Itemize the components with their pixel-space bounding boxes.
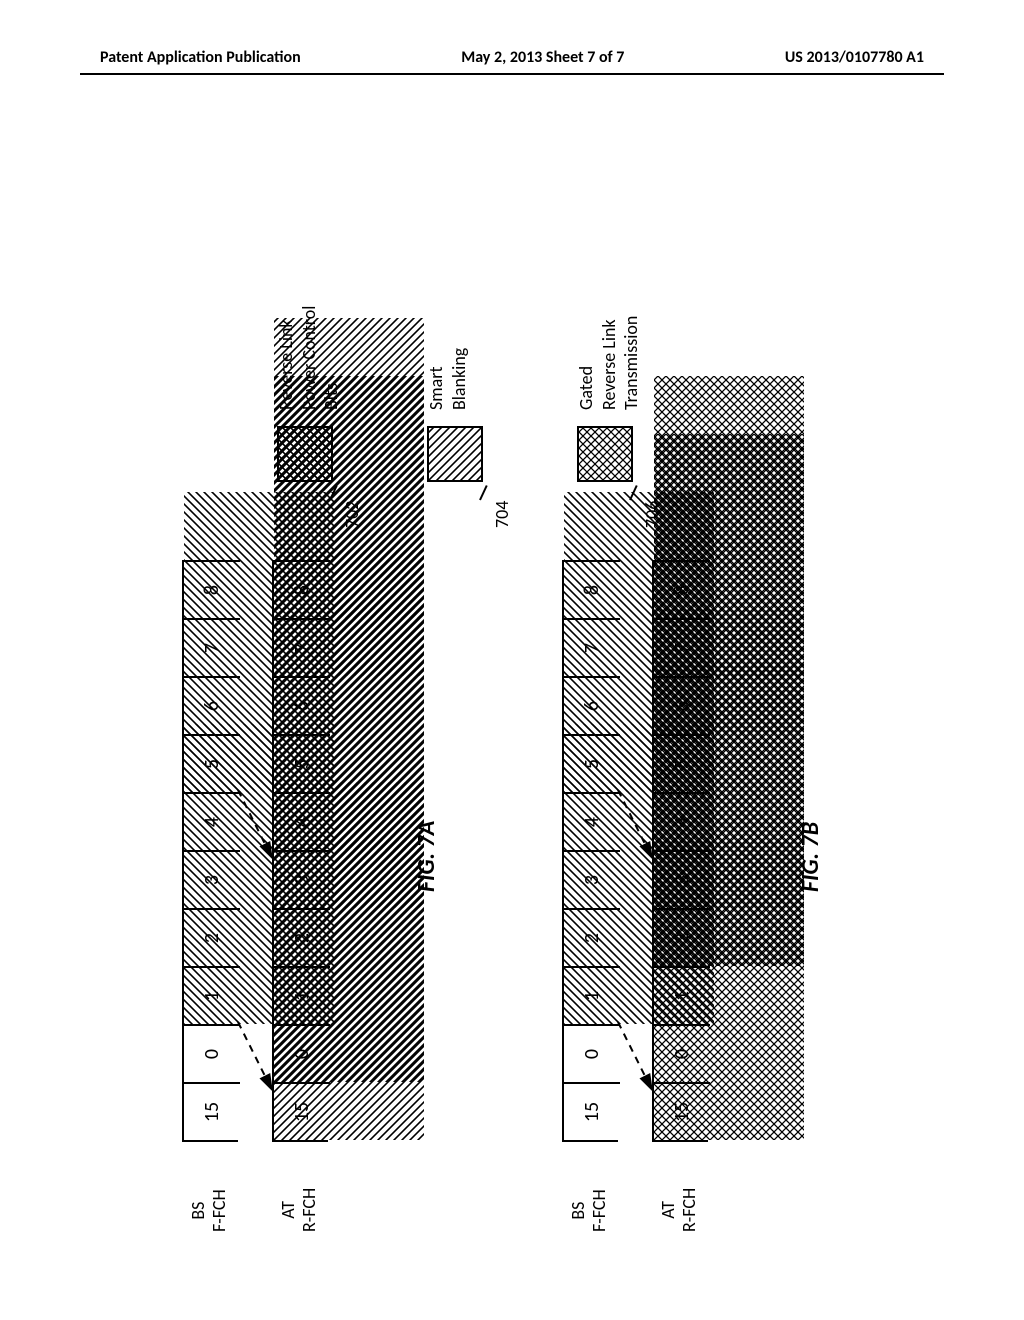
at-r-fch-7b-cell-0-value: 0 [670, 1049, 694, 1059]
at-r-fch-7b-cell-15-value: 15 [670, 1102, 694, 1122]
at-r-fch-7b-cell-8-value: 8 [670, 585, 694, 595]
at-r-fch-7b-cell-3: 3 [654, 850, 710, 908]
bs-f-fch-7b-strip: 15 0 1 2 3 4 5 6 7 8 [562, 560, 618, 1142]
at-r-fch-7b-cell-15: 15 [654, 1082, 710, 1140]
header-right: US 2013/0107780 A1 [785, 48, 924, 67]
bs-f-fch-7b-cell-5-value: 5 [580, 759, 604, 769]
bs-f-fch-7b-cell-4-value: 4 [580, 817, 604, 827]
at-r-fch-7a-cell-6-value: 6 [290, 701, 314, 711]
header-left: Patent Application Publication [100, 48, 301, 67]
bs-f-fch-7b-cell-2-value: 2 [580, 933, 604, 943]
at-r-fch-7a-cell-7-value: 7 [290, 643, 314, 653]
legend-label-704: Smart Blanking [425, 348, 470, 410]
legend-leader-704 [469, 478, 493, 500]
bs-f-fch-7b-cell-5: 5 [564, 734, 620, 792]
at-r-fch-7b-cell-7-value: 7 [670, 643, 694, 653]
at-r-fch-7a-cell-15-value: 15 [290, 1102, 314, 1122]
patent-header: Patent Application Publication May 2, 20… [0, 48, 1024, 75]
bs-f-fch-7a-label: BS F-FCH [188, 1189, 229, 1232]
bs-f-fch-7a-cell-0: 0 [184, 1024, 240, 1082]
bs-f-fch-7b-cell-15: 15 [564, 1082, 620, 1140]
cell-fill-gated [654, 376, 804, 676]
at-r-fch-7a-cell-3: 3 [274, 850, 330, 908]
bs-f-fch-7b-cell-1-value: 1 [580, 991, 604, 1001]
bs-f-fch-7b-cell-1: 1 [564, 966, 620, 1024]
patent-header-row: Patent Application Publication May 2, 20… [0, 48, 1024, 67]
bs-f-fch-7a-cell-0-value: 0 [200, 1049, 224, 1059]
bs-f-fch-7b-cell-8-value: 8 [580, 585, 604, 595]
bs-f-fch-7a-strip: 15 0 1 2 3 4 5 6 7 8 [182, 560, 238, 1142]
bs-f-fch-7a-cell-15: 15 [184, 1082, 240, 1140]
at-r-fch-7b-cell-6: 6 [654, 676, 710, 734]
diagram-area: BS F-FCH15012345678AT R-FCH15012345678FI… [0, 96, 1024, 1320]
bs-f-fch-7a-cell-7-value: 7 [200, 643, 224, 653]
legend-swatch-706 [577, 426, 633, 482]
at-r-fch-7a-cell-5-value: 5 [290, 759, 314, 769]
bs-f-fch-7a-cell-1: 1 [184, 966, 240, 1024]
diagram-canvas: BS F-FCH15012345678AT R-FCH15012345678FI… [122, 84, 902, 1252]
at-r-fch-7b-cell-4-value: 4 [670, 817, 694, 827]
header-center: May 2, 2013 Sheet 7 of 7 [461, 48, 624, 67]
at-r-fch-7b-cell-2: 2 [654, 908, 710, 966]
bs-f-fch-7b-cell-0-value: 0 [580, 1049, 604, 1059]
bs-f-fch-7a-cell-3-value: 3 [200, 875, 224, 885]
at-r-fch-7b-strip: 15 0 1 2 3 4 5 6 7 8 [652, 560, 708, 1142]
at-r-fch-7a-cell-4: 4 [274, 792, 330, 850]
at-r-fch-7a-cell-2-value: 2 [290, 933, 314, 943]
at-r-fch-7a-label: AT R-FCH [278, 1188, 319, 1232]
bs-f-fch-7a-cell-5: 5 [184, 734, 240, 792]
cell-fill-smart [274, 318, 424, 618]
at-r-fch-7b-cell-2-value: 2 [670, 933, 694, 943]
at-r-fch-7a-cell-8: 8 [274, 560, 330, 618]
bs-f-fch-7b-cell-7-value: 7 [580, 643, 604, 653]
header-rule [80, 73, 944, 75]
bs-f-fch-7a-cell-4-value: 4 [200, 817, 224, 827]
at-r-fch-7b-cell-6-value: 6 [670, 701, 694, 711]
at-r-fch-7b-cell-7: 7 [654, 618, 710, 676]
bs-f-fch-7b-cell-15-value: 15 [580, 1102, 604, 1122]
bs-f-fch-7a-cell-2-value: 2 [200, 933, 224, 943]
legend-swatch-704 [427, 426, 483, 482]
bs-f-fch-7b-cell-3-value: 3 [580, 875, 604, 885]
at-r-fch-7a-cell-7: 7 [274, 618, 330, 676]
at-r-fch-7b-cell-3-value: 3 [670, 875, 694, 885]
at-r-fch-7b-label: AT R-FCH [658, 1188, 699, 1232]
at-r-fch-7a-cell-0: 0 [274, 1024, 330, 1082]
at-r-fch-7a-cell-1-value: 1 [290, 991, 314, 1001]
bs-f-fch-7a-cell-6-value: 6 [200, 701, 224, 711]
bs-f-fch-7b-cell-6-value: 6 [580, 701, 604, 711]
at-r-fch-7a-cell-3-value: 3 [290, 875, 314, 885]
bs-f-fch-7a-cell-15-value: 15 [200, 1102, 224, 1122]
at-r-fch-7a-cell-15: 15 [274, 1082, 330, 1140]
page: Patent Application Publication May 2, 20… [0, 0, 1024, 1320]
at-r-fch-7a-strip: 15 0 1 2 3 4 5 6 7 8 [272, 560, 328, 1142]
bs-f-fch-7b-label: BS F-FCH [568, 1189, 609, 1232]
bs-f-fch-7a-cell-5-value: 5 [200, 759, 224, 769]
at-r-fch-7a-cell-8-value: 8 [290, 585, 314, 595]
bs-f-fch-7a-cell-8-value: 8 [200, 585, 224, 595]
at-r-fch-7a-cell-0-value: 0 [290, 1049, 314, 1059]
bs-f-fch-7b-cell-0: 0 [564, 1024, 620, 1082]
bs-f-fch-7a-cell-1-value: 1 [200, 991, 224, 1001]
legend-label-706: Gated Reverse Link Transmission [575, 316, 643, 410]
at-r-fch-7b-cell-5-value: 5 [670, 759, 694, 769]
at-r-fch-7b-cell-1-value: 1 [670, 991, 694, 1001]
at-r-fch-7a-cell-4-value: 4 [290, 817, 314, 827]
legend-ref-704: 704 [491, 501, 513, 528]
